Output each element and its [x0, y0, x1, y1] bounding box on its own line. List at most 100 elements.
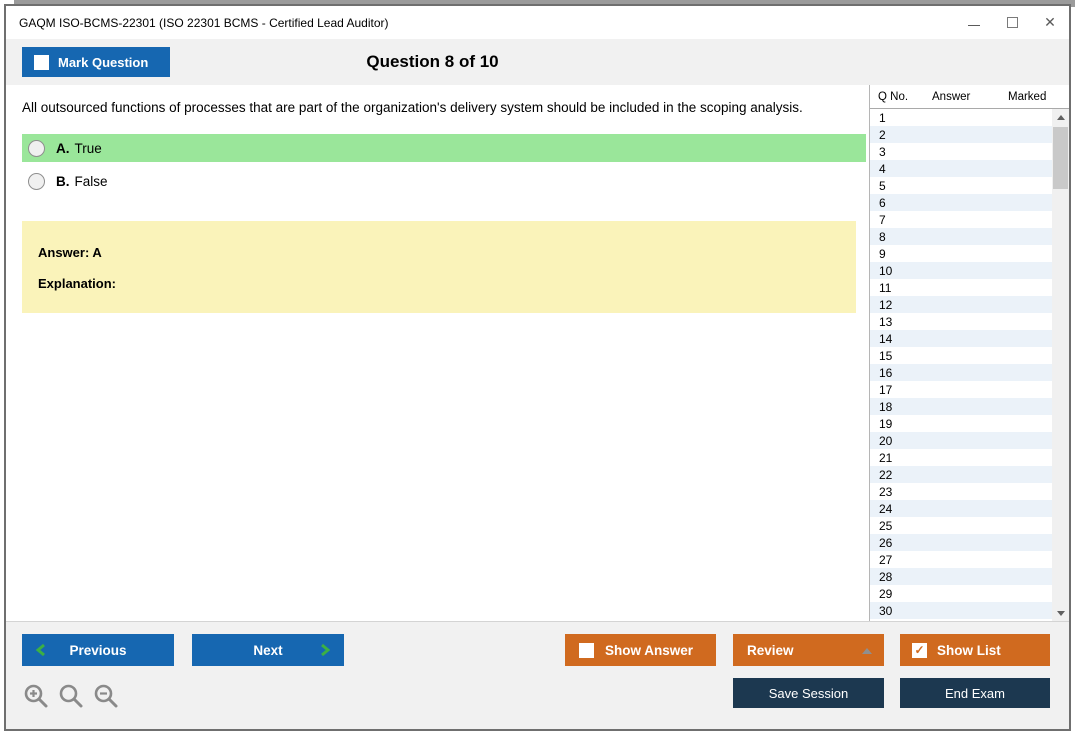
question-list-row[interactable]: 11 [870, 279, 1052, 296]
chevron-left-icon [36, 643, 46, 657]
question-list-row[interactable]: 19 [870, 415, 1052, 432]
question-number: 30 [879, 603, 893, 618]
question-number: 8 [879, 229, 886, 244]
show-list-button[interactable]: ✓ Show List [900, 634, 1050, 666]
option-a-letter: A. [56, 140, 70, 156]
question-list-row[interactable]: 4 [870, 160, 1052, 177]
question-number: 22 [879, 467, 893, 482]
question-number: 29 [879, 586, 893, 601]
question-number: 3 [879, 144, 886, 159]
scroll-down-icon[interactable] [1052, 605, 1069, 621]
option-b-letter: B. [56, 173, 70, 189]
question-number: 9 [879, 246, 886, 261]
mark-question-checkbox-icon: ✓ [34, 54, 49, 70]
option-a[interactable]: A. True [22, 134, 866, 162]
question-counter: Question 8 of 10 [366, 52, 499, 71]
question-number: 18 [879, 399, 893, 414]
footer-bar: Previous Next ✓ Show Answer Review ✓ Sho… [6, 621, 1069, 729]
chevron-right-icon [320, 643, 330, 657]
show-list-checkbox-icon: ✓ [912, 642, 927, 658]
zoom-reset-icon[interactable] [57, 682, 85, 710]
question-list-row[interactable]: 6 [870, 194, 1052, 211]
question-list-row[interactable]: 2 [870, 126, 1052, 143]
scrollbar-thumb[interactable] [1053, 127, 1068, 189]
question-list-row[interactable]: 1 [870, 109, 1052, 126]
question-list-row[interactable]: 29 [870, 585, 1052, 602]
question-number: 5 [879, 178, 886, 193]
next-button[interactable]: Next [192, 634, 344, 666]
question-number: 17 [879, 382, 893, 397]
question-list: 1 2 3 4 5 6 7 8 9 10 [870, 109, 1052, 621]
window-title: GAQM ISO-BCMS-22301 (ISO 22301 BCMS - Ce… [19, 15, 389, 30]
question-list-row[interactable]: 13 [870, 313, 1052, 330]
question-content: All outsourced functions of processes th… [6, 85, 868, 621]
question-list-row[interactable]: 17 [870, 381, 1052, 398]
show-answer-label: Show Answer [605, 642, 694, 658]
close-icon: ✕ [1044, 14, 1056, 30]
option-a-label: True [74, 140, 102, 156]
next-label: Next [253, 642, 283, 658]
show-answer-button[interactable]: ✓ Show Answer [565, 634, 716, 666]
question-number: 11 [879, 280, 892, 295]
save-session-label: Save Session [768, 685, 849, 701]
question-list-row[interactable]: 22 [870, 466, 1052, 483]
question-list-row[interactable]: 21 [870, 449, 1052, 466]
question-number: 25 [879, 518, 893, 533]
question-list-row[interactable]: 26 [870, 534, 1052, 551]
answer-box: Answer: A Explanation: [22, 221, 856, 313]
maximize-button[interactable] [993, 6, 1031, 39]
question-list-row[interactable]: 10 [870, 262, 1052, 279]
maximize-icon [1006, 17, 1018, 28]
question-list-panel: Q No. Answer Marked 1 2 3 4 5 6 7 [869, 85, 1069, 621]
question-list-row[interactable]: 3 [870, 143, 1052, 160]
option-a-radio[interactable] [28, 139, 45, 157]
question-number: 6 [879, 195, 886, 210]
question-list-row[interactable]: 5 [870, 177, 1052, 194]
save-session-button[interactable]: Save Session [733, 678, 884, 708]
question-list-row[interactable]: 7 [870, 211, 1052, 228]
background-window-edge [14, 0, 1075, 7]
question-list-row[interactable]: 30 [870, 602, 1052, 619]
show-list-label: Show List [937, 642, 1001, 658]
question-number: 16 [879, 365, 893, 380]
exam-app-window: GAQM ISO-BCMS-22301 (ISO 22301 BCMS - Ce… [4, 4, 1071, 731]
question-list-row[interactable]: 15 [870, 347, 1052, 364]
review-button[interactable]: Review [733, 634, 884, 666]
question-number: 1 [879, 110, 886, 125]
question-number: 27 [879, 552, 893, 567]
question-number: 13 [879, 314, 893, 329]
question-list-row[interactable]: 14 [870, 330, 1052, 347]
question-list-row[interactable]: 28 [870, 568, 1052, 585]
mark-question-button[interactable]: ✓ Mark Question [22, 47, 170, 77]
question-number: 12 [879, 297, 893, 312]
question-list-row[interactable]: 24 [870, 500, 1052, 517]
minimize-button[interactable] [955, 6, 993, 39]
options-group: A. True B. False [22, 134, 868, 195]
question-list-row[interactable]: 8 [870, 228, 1052, 245]
question-list-row[interactable]: 18 [870, 398, 1052, 415]
previous-button[interactable]: Previous [22, 634, 174, 666]
question-number: 14 [879, 331, 893, 346]
question-list-row[interactable]: 20 [870, 432, 1052, 449]
title-bar: GAQM ISO-BCMS-22301 (ISO 22301 BCMS - Ce… [6, 6, 1069, 39]
option-b[interactable]: B. False [22, 167, 866, 195]
minimize-icon [968, 25, 980, 26]
mark-question-label: Mark Question [58, 54, 149, 70]
question-list-row[interactable]: 25 [870, 517, 1052, 534]
question-number: 26 [879, 535, 893, 550]
end-exam-button[interactable]: End Exam [900, 678, 1050, 708]
question-list-row[interactable]: 23 [870, 483, 1052, 500]
question-number: 20 [879, 433, 893, 448]
option-b-radio[interactable] [28, 172, 45, 190]
zoom-in-icon[interactable] [22, 682, 50, 710]
close-button[interactable]: ✕ [1031, 6, 1069, 39]
question-number: 28 [879, 569, 893, 584]
question-number: 24 [879, 501, 893, 516]
question-list-scrollbar[interactable] [1052, 109, 1069, 621]
zoom-out-icon[interactable] [92, 682, 120, 710]
question-list-row[interactable]: 16 [870, 364, 1052, 381]
question-list-row[interactable]: 27 [870, 551, 1052, 568]
scroll-up-icon[interactable] [1052, 109, 1069, 125]
question-list-row[interactable]: 9 [870, 245, 1052, 262]
question-list-row[interactable]: 12 [870, 296, 1052, 313]
